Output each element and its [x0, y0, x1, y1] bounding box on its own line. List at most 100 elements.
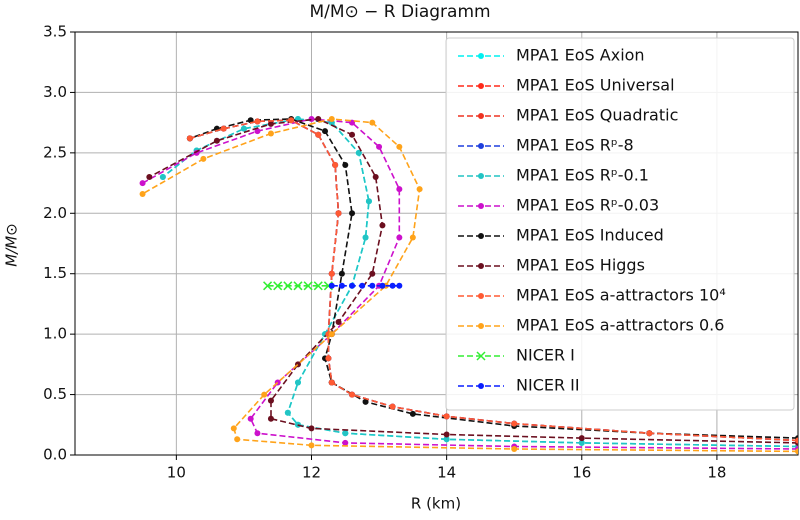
marker — [369, 270, 376, 277]
marker — [338, 270, 345, 277]
marker — [795, 437, 798, 444]
marker — [254, 118, 261, 125]
marker — [159, 174, 166, 181]
marker — [240, 125, 247, 132]
legend-label: MPA1 EoS Quadratic — [516, 106, 678, 125]
marker — [389, 282, 396, 289]
marker — [396, 143, 403, 150]
marker — [322, 128, 329, 135]
series-line — [189, 119, 798, 442]
marker — [267, 120, 274, 127]
x-tick-label: 14 — [437, 464, 456, 482]
marker — [267, 415, 274, 422]
marker — [338, 282, 345, 289]
y-axis-label: M/M⊙ — [3, 223, 21, 267]
marker — [139, 190, 146, 197]
x-tick-label: 16 — [572, 464, 591, 482]
marker — [396, 186, 403, 193]
legend-label: NICER I — [516, 346, 575, 365]
legend-label: MPA1 EoS Universal — [516, 76, 675, 95]
marker — [313, 281, 323, 291]
marker — [328, 116, 335, 123]
legend-label: MPA1 EoS Rᵖ-8 — [516, 136, 634, 155]
y-tick-label: 1.0 — [43, 325, 67, 343]
marker — [409, 410, 416, 417]
marker — [379, 282, 386, 289]
legend-marker — [478, 53, 484, 59]
marker — [293, 281, 303, 291]
y-tick-label: 3.5 — [43, 23, 67, 41]
marker — [355, 149, 362, 156]
marker — [230, 425, 237, 432]
series-line — [189, 118, 798, 439]
marker — [349, 391, 356, 398]
marker — [389, 403, 396, 410]
legend-label: MPA1 EoS Induced — [516, 226, 664, 245]
marker — [365, 198, 372, 205]
legend-label: MPA1 EoS Higgs — [516, 256, 645, 275]
legend-marker — [478, 83, 484, 89]
legend-label: MPA1 EoS a-attractors 0.6 — [516, 316, 724, 335]
marker — [372, 174, 379, 181]
marker — [315, 116, 322, 123]
y-tick-label: 2.5 — [43, 143, 67, 161]
x-axis-label: R (km) — [411, 495, 461, 513]
marker — [315, 131, 322, 138]
marker — [308, 442, 315, 449]
marker — [186, 135, 193, 142]
marker — [146, 174, 153, 181]
legend-label: NICER II — [516, 376, 580, 395]
marker — [443, 413, 450, 420]
chart-title: M/M⊙ − R Diagramm — [309, 2, 490, 22]
y-tick-label: 0.5 — [43, 385, 67, 403]
legend-label: MPA1 EoS a-attractors 10⁴ — [516, 286, 726, 305]
marker — [443, 431, 450, 438]
marker — [409, 234, 416, 241]
marker — [349, 131, 356, 138]
marker — [328, 379, 335, 386]
marker — [335, 319, 342, 326]
marker — [359, 282, 366, 289]
marker — [325, 355, 332, 362]
marker — [511, 420, 518, 427]
marker — [308, 425, 315, 432]
legend-label: MPA1 EoS Rᵖ-0.1 — [516, 166, 649, 185]
legend-label: MPA1 EoS Axion — [516, 46, 645, 65]
marker — [213, 137, 220, 144]
x-tick-label: 12 — [302, 464, 321, 482]
legend-marker — [476, 351, 486, 361]
marker — [376, 143, 383, 150]
marker — [342, 161, 349, 168]
legend-box — [445, 37, 795, 411]
marker — [294, 379, 301, 386]
legend-label: MPA1 EoS Rᵖ-0.03 — [516, 196, 659, 215]
plot-area — [139, 116, 798, 455]
marker — [349, 210, 356, 217]
series-line — [142, 118, 798, 453]
marker — [396, 234, 403, 241]
x-tick-label: 18 — [707, 464, 726, 482]
series-line — [142, 118, 798, 450]
marker — [308, 116, 315, 123]
marker — [335, 210, 342, 217]
y-tick-label: 3.0 — [43, 83, 67, 101]
marker — [379, 222, 386, 229]
marker — [396, 282, 403, 289]
marker — [416, 186, 423, 193]
marker — [795, 448, 798, 455]
marker — [261, 391, 268, 398]
marker — [369, 119, 376, 126]
legend-marker — [478, 323, 484, 329]
marker — [283, 281, 293, 291]
marker — [328, 331, 335, 338]
marker — [288, 117, 295, 124]
marker — [254, 430, 261, 437]
marker — [234, 436, 241, 443]
marker — [139, 180, 146, 187]
marker — [254, 128, 261, 135]
marker — [273, 281, 283, 291]
marker — [369, 282, 376, 289]
legend-marker — [478, 233, 484, 239]
marker — [247, 415, 254, 422]
